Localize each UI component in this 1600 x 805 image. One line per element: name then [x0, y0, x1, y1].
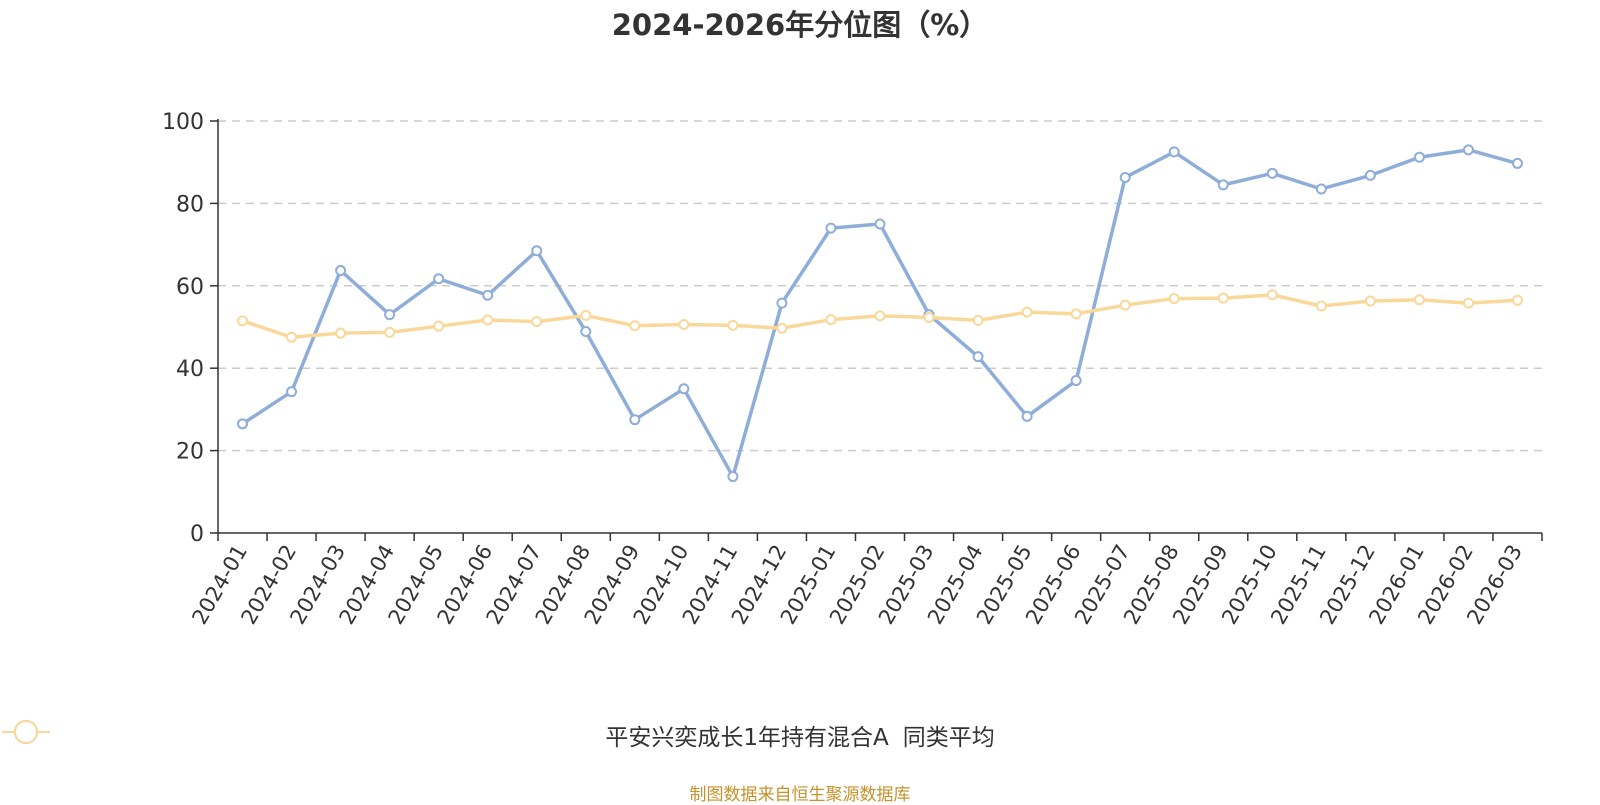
series-1-point-2024-02 — [286, 331, 298, 343]
series-0-point-2025-08 — [1168, 146, 1180, 158]
series-1-point-2025-12 — [1364, 295, 1376, 307]
series-0-point-2024-11 — [727, 471, 739, 483]
legend-item-average[interactable]: 同类平均 — [2, 718, 995, 752]
series-1-point-2024-09 — [629, 320, 641, 332]
series-1-point-2026-03 — [1511, 294, 1523, 306]
series-1-point-2025-02 — [874, 310, 886, 322]
series-0-point-2024-10 — [678, 383, 690, 395]
series-1-point-2024-03 — [335, 327, 347, 339]
series-0-point-2025-12 — [1364, 169, 1376, 181]
series-0-point-2024-12 — [776, 297, 788, 309]
series-0-point-2026-01 — [1413, 151, 1425, 163]
axes — [210, 119, 1543, 541]
series-1-point-2025-01 — [825, 314, 837, 326]
series-0-point-2024-04 — [384, 309, 396, 321]
series-0-point-2024-08 — [580, 326, 592, 338]
series-1-point-2025-09 — [1217, 292, 1229, 304]
series-0-point-2025-07 — [1119, 171, 1131, 183]
gridlines — [218, 120, 1542, 452]
series-1-point-2024-04 — [384, 326, 396, 338]
series-0-point-2025-09 — [1217, 179, 1229, 191]
series-0-point-2025-01 — [825, 222, 837, 234]
series-1-point-2025-07 — [1119, 299, 1131, 311]
series-1-point-2024-07 — [531, 316, 543, 328]
series-1-point-2025-03 — [923, 312, 935, 324]
series-0-point-2025-05 — [1021, 410, 1033, 422]
series-1-point-2026-02 — [1462, 297, 1474, 309]
series-0-point-2025-02 — [874, 218, 886, 230]
legend-label-fund: 平安兴奕成长1年持有混合A — [605, 725, 889, 751]
legend-item-fund[interactable]: 平安兴奕成长1年持有混合A — [2, 718, 889, 752]
series-0-point-2024-02 — [286, 386, 298, 398]
series-1-point-2025-05 — [1021, 306, 1033, 318]
data-source-note: 制图数据来自恒生聚源数据库 — [689, 785, 911, 805]
series-0-point-2024-09 — [629, 414, 641, 426]
series-1-point-2024-10 — [678, 319, 690, 331]
x-tick-labels: 2024-012024-022024-032024-042024-052024-… — [187, 541, 1527, 629]
legend: 平安兴奕成长1年持有混合A 同类平均 — [0, 718, 1600, 752]
series-0-point-2024-03 — [335, 265, 347, 277]
y-tick-label-40: 40 — [176, 357, 204, 382]
series-lines — [237, 144, 1523, 483]
series-0-point-2025-11 — [1315, 183, 1327, 195]
y-tick-label-0: 0 — [190, 522, 204, 547]
series-1-point-2026-01 — [1413, 294, 1425, 306]
series-0-point-2024-05 — [433, 273, 445, 285]
series-1-point-2025-08 — [1168, 293, 1180, 305]
series-1-point-2024-06 — [482, 314, 494, 326]
series-1-point-2025-04 — [972, 314, 984, 326]
series-0-point-2024-01 — [237, 418, 249, 430]
series-1-point-2024-12 — [776, 322, 788, 334]
series-0-point-2025-06 — [1070, 375, 1082, 387]
series-1-point-2025-11 — [1315, 300, 1327, 312]
legend-marker-average — [2, 720, 50, 744]
legend-label-average: 同类平均 — [902, 725, 995, 751]
series-0-point-2024-06 — [482, 289, 494, 301]
series-1-point-2024-05 — [433, 320, 445, 332]
series-0-point-2025-04 — [972, 351, 984, 363]
series-0-point-2026-03 — [1511, 157, 1523, 169]
y-tick-label-100: 100 — [162, 110, 204, 135]
y-tick-labels: 0 20 40 60 80 100 — [162, 110, 204, 547]
y-tick-label-60: 60 — [176, 275, 204, 300]
series-0-point-2025-10 — [1266, 167, 1278, 179]
series-1-point-2024-01 — [237, 315, 249, 327]
y-tick-label-80: 80 — [176, 192, 204, 217]
chart-title: 2024-2026年分位图（%） — [611, 8, 989, 42]
series-1-point-2025-06 — [1070, 308, 1082, 320]
series-1-point-2024-11 — [727, 319, 739, 331]
series-0-point-2024-07 — [531, 245, 543, 257]
series-1-point-2025-10 — [1266, 289, 1278, 301]
series-1-point-2024-08 — [580, 309, 592, 321]
y-tick-label-20: 20 — [176, 440, 204, 465]
line-chart: 0 20 40 60 80 100 2024-012024-022024-032024-0… — [162, 110, 1543, 629]
series-0-point-2026-02 — [1462, 144, 1474, 156]
